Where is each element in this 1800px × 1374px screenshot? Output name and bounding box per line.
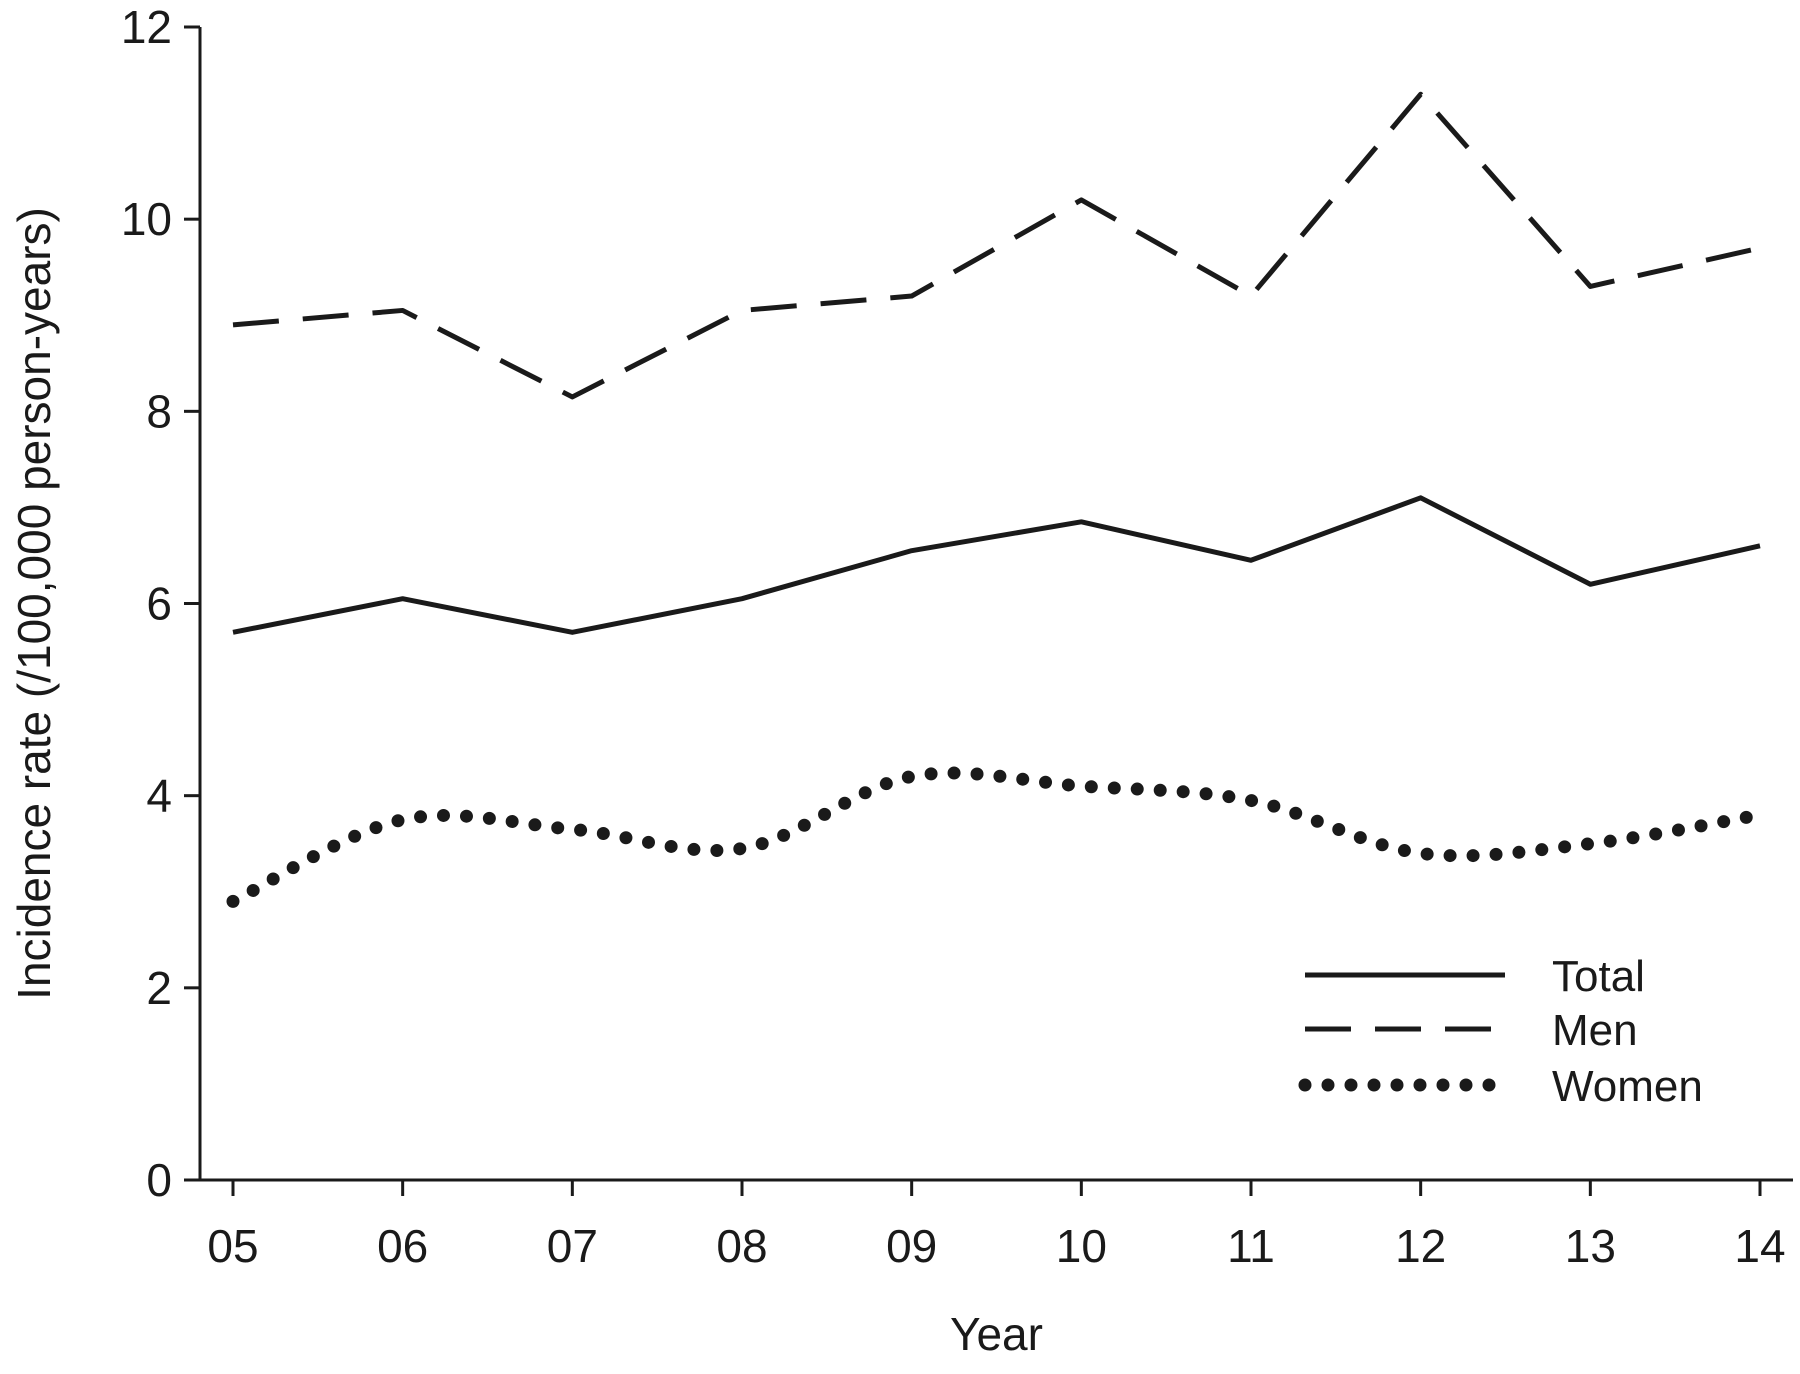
legend-label-total: Total [1552,952,1645,1001]
series-line-total [233,498,1760,633]
x-tick-label: 06 [377,1220,428,1272]
x-axis-title: Year [950,1308,1043,1360]
axes: 0 2 4 6 8 10 12 05 06 07 08 09 10 11 12 13 14 [121,1,1793,1272]
y-tick-label: 0 [146,1154,172,1206]
legend: Total Men Women [1305,952,1703,1111]
y-tick-label: 2 [146,962,172,1014]
y-tick-label: 10 [121,193,172,245]
x-tick-label: 07 [547,1220,598,1272]
x-tick-label: 14 [1734,1220,1785,1272]
y-axis-title: Incidence rate (/100,000 person-years) [8,207,60,1000]
x-tick-label: 09 [886,1220,937,1272]
y-tick-label: 12 [121,1,172,53]
legend-label-women: Women [1552,1062,1703,1111]
x-tick-label: 12 [1395,1220,1446,1272]
y-tick-label: 8 [146,385,172,437]
x-tick-label: 05 [207,1220,258,1272]
legend-label-men: Men [1552,1006,1638,1055]
x-tick-label: 11 [1227,1220,1275,1272]
y-tick-label: 4 [146,770,172,822]
y-tick-label: 6 [146,578,172,630]
series-line-women [233,773,1760,901]
series-lines [233,94,1760,901]
x-tick-label: 10 [1056,1220,1107,1272]
series-line-men [233,94,1760,397]
x-tick-label: 08 [716,1220,767,1272]
x-tick-label: 13 [1565,1220,1616,1272]
